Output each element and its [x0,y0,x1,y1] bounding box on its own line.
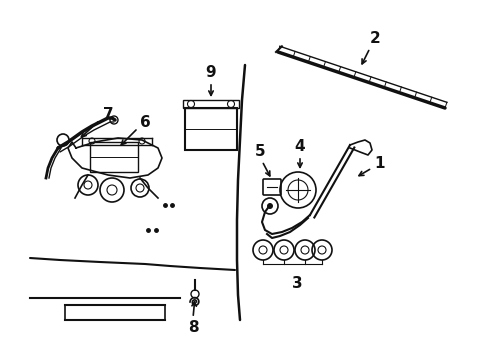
Text: 8: 8 [188,320,198,336]
Circle shape [267,203,273,209]
Text: 3: 3 [292,276,303,292]
Bar [90,142,138,172]
Text: 2: 2 [369,31,380,45]
Text: 7: 7 [103,107,113,122]
Text: 4: 4 [294,139,305,153]
Text: 5: 5 [255,144,265,158]
Bar [183,100,239,108]
Text: 9: 9 [206,64,216,80]
Text: 1: 1 [375,156,385,171]
Text: 6: 6 [140,114,150,130]
Bar [185,108,237,150]
